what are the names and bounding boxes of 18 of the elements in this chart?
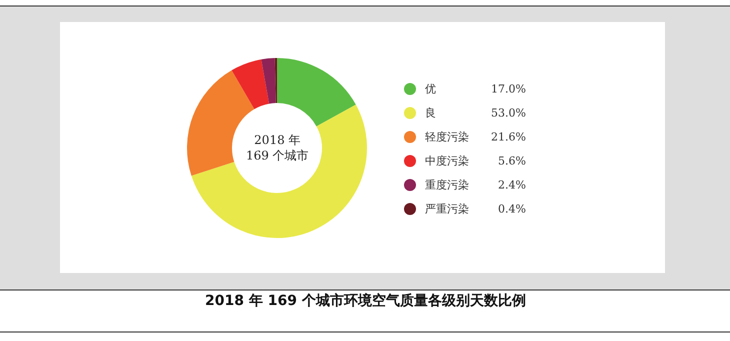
donut-slice [261,58,276,104]
donut-slice [191,104,367,238]
data-label: 17.0% [491,82,526,96]
legend-label: 中度污染 [425,154,469,168]
legend-label: 严重污染 [425,202,469,216]
donut-slice [277,58,356,126]
donut-slice [232,59,270,110]
legend-label: 重度污染 [425,178,469,192]
data-label: 2.4% [498,178,526,192]
text: 2018 年 169 个城市 [246,133,309,163]
legend-label: 轻度污染 [425,130,469,144]
legend-label: 优 [425,82,436,96]
text: 2018 年 169 个城市环境空气质量各级别天数比例 [205,292,526,309]
legend-label: 良 [425,106,436,120]
data-label: 0.4% [498,202,526,216]
data-label: 21.6% [491,130,526,144]
data-label: 53.0% [491,106,526,120]
data-label: 5.6% [498,154,526,168]
